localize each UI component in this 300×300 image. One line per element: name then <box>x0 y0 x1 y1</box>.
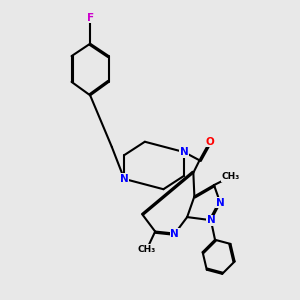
Text: N: N <box>216 198 225 208</box>
Text: N: N <box>206 215 215 225</box>
Text: CH₃: CH₃ <box>221 172 240 181</box>
Text: N: N <box>120 174 129 184</box>
Text: F: F <box>87 13 94 23</box>
Text: O: O <box>206 137 214 147</box>
Text: N: N <box>180 147 188 157</box>
Text: N: N <box>170 229 179 238</box>
Text: CH₃: CH₃ <box>138 244 156 253</box>
